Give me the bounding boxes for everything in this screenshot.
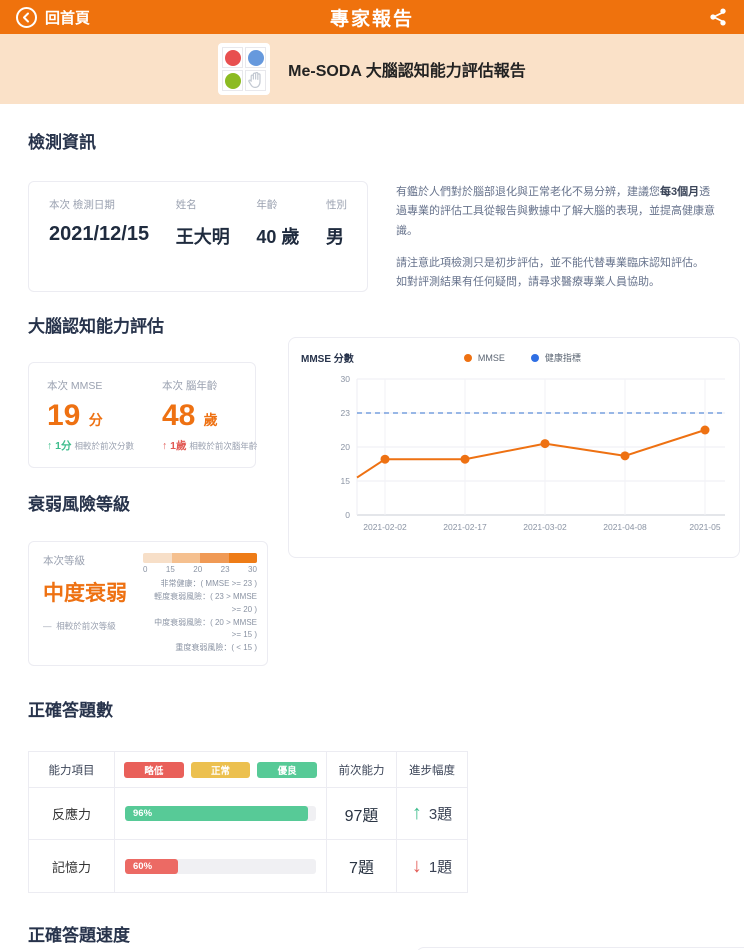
- assessment-title: 大腦認知能力評估: [28, 317, 164, 337]
- badge-low: 略低: [124, 761, 184, 778]
- up-arrow-icon: ↑: [47, 440, 53, 453]
- risk-label: 本次等級: [43, 555, 85, 568]
- field-gender: 性別 男: [325, 199, 347, 247]
- svg-text:23: 23: [341, 408, 351, 418]
- test-info-card: 本次 檢測日期 2021/12/15 姓名 王大明 年齡 40 歲 性別 男: [28, 181, 368, 293]
- row-memory-delta: ↓ 1題: [411, 854, 453, 877]
- top-bar: 回首頁 專家報告: [0, 0, 744, 34]
- risk-legend: 非常健康：( MMSE >= 23 ) 輕度衰弱風險：( 23 > MMSE >…: [154, 579, 257, 653]
- test-info-title: 檢測資訊: [28, 133, 96, 152]
- down-arrow-icon: ↓: [411, 854, 422, 877]
- mmse-line-chart: 30 23 20 15 0 2021-02-02 2021-02-17 2021-03-02 2…: [341, 374, 725, 532]
- risk-scale-ticks: 0 15 20 23 30: [143, 565, 257, 575]
- share-button[interactable]: [708, 7, 728, 27]
- row-reaction-label: 反應力: [29, 788, 115, 841]
- assessment-card: 本次 MMSE 19 分 ↑ 1分 相較於前次分數 本次 腦年齡 48 歲 ↑ …: [28, 362, 258, 469]
- section-risk: 衰弱風險等級 本次等級 中度衰弱 — 相較於前次等級: [28, 490, 278, 667]
- app-logo: [218, 43, 271, 95]
- risk-scale-bar: [143, 553, 257, 564]
- report-banner: Me-SODA 大腦認知能力評估報告: [0, 34, 744, 104]
- svg-text:30: 30: [341, 374, 351, 384]
- svg-text:15: 15: [341, 476, 351, 486]
- col-ability: 能力項目: [29, 752, 115, 789]
- field-name: 姓名 王大明: [175, 199, 230, 247]
- svg-text:2021-02-17: 2021-02-17: [443, 522, 487, 532]
- up-arrow-icon: ↑: [411, 802, 422, 825]
- risk-title: 衰弱風險等級: [28, 495, 130, 515]
- section-answer-count: 正確答題數 能力項目 略低 正常 優良 前次能力 進步幅度 反應力 96% 97…: [28, 696, 716, 894]
- col-progress: 進步幅度: [397, 752, 467, 789]
- up-arrow-icon: ↑: [161, 440, 168, 453]
- field-test-date: 本次 檢測日期 2021/12/15: [49, 199, 150, 245]
- logo-blue-circle: [247, 49, 264, 66]
- logo-green-circle: [224, 72, 241, 89]
- section-assessment: 大腦認知能力評估 本次 MMSE 19 分 ↑ 1分 相較於前次分數 本次 腦年…: [28, 312, 278, 469]
- badge-good: 優良: [257, 761, 318, 778]
- row-reaction-delta: ↑ 3題: [397, 788, 467, 841]
- health-legend-dot: [530, 353, 539, 362]
- mmse-chart-legend: MMSE 健康指標: [463, 351, 581, 364]
- count-title: 正確答題數: [28, 701, 113, 721]
- section-answer-speed: 正確答題速度 能力項目 優良 正常 略低 增幅(毫秒) 反應力 428 ms: [28, 921, 416, 950]
- mmse-chart-title: MMSE 分數: [301, 354, 354, 366]
- field-age: 年齡 40 歲: [256, 199, 300, 247]
- svg-text:0: 0: [345, 510, 350, 520]
- advice-notes: 有鑑於人們對於腦部退化與正常老化不易分辨，建議您每3個月透過專業的評估工具從報告…: [396, 186, 715, 288]
- report-title: Me-SODA 大腦認知能力評估報告: [288, 63, 526, 80]
- risk-level: 中度衰弱: [43, 582, 127, 606]
- speed-title: 正確答題速度: [28, 926, 130, 946]
- back-label: 回首頁: [45, 9, 91, 27]
- badge-normal: 正常: [190, 761, 251, 778]
- svg-text:2021-04-08: 2021-04-08: [603, 522, 647, 532]
- svg-text:2021-02-02: 2021-02-02: [363, 522, 407, 532]
- stat-brain-age: 本次 腦年齡 48 歲 ↑ 1歲 相較於前次腦年齡: [161, 380, 258, 453]
- back-icon: [16, 6, 37, 28]
- report-body: 檢測資訊 本次 檢測日期 2021/12/15 姓名 王大明 年齡 40 歲 性…: [0, 128, 744, 950]
- share-icon: [710, 8, 726, 26]
- section-test-info: 檢測資訊 本次 檢測日期 2021/12/15 姓名 王大明 年齡 40 歲 性…: [28, 128, 716, 293]
- hand-icon: [245, 70, 267, 91]
- stat-mmse: 本次 MMSE 19 分 ↑ 1分 相較於前次分數: [47, 380, 134, 453]
- mmse-legend-dot: [463, 353, 472, 362]
- back-button[interactable]: 回首頁: [16, 6, 91, 28]
- row-reaction-bar: 96%: [115, 788, 327, 841]
- mmse-chart-card: MMSE 分數 MMSE 健康指標 30 23 20 15 0 2021-02-02 202…: [288, 337, 740, 559]
- row-memory-bar: 60%: [115, 840, 327, 893]
- svg-text:2021-03-02: 2021-03-02: [523, 522, 567, 532]
- logo-red-circle: [224, 49, 241, 66]
- svg-text:2021-05: 2021-05: [689, 522, 720, 532]
- count-badges: 略低 正常 優良: [115, 752, 327, 789]
- row-memory-label: 記憶力: [29, 840, 115, 893]
- answer-count-table: 能力項目 略低 正常 優良 前次能力 進步幅度 反應力 96% 97題 ↑ 3題 …: [28, 751, 468, 894]
- page-title: 專家報告: [329, 8, 414, 30]
- risk-card: 本次等級 中度衰弱 — 相較於前次等級 0 15 20 23 30: [28, 541, 268, 667]
- svg-text:20: 20: [341, 442, 351, 452]
- col-prev: 前次能力: [327, 752, 397, 789]
